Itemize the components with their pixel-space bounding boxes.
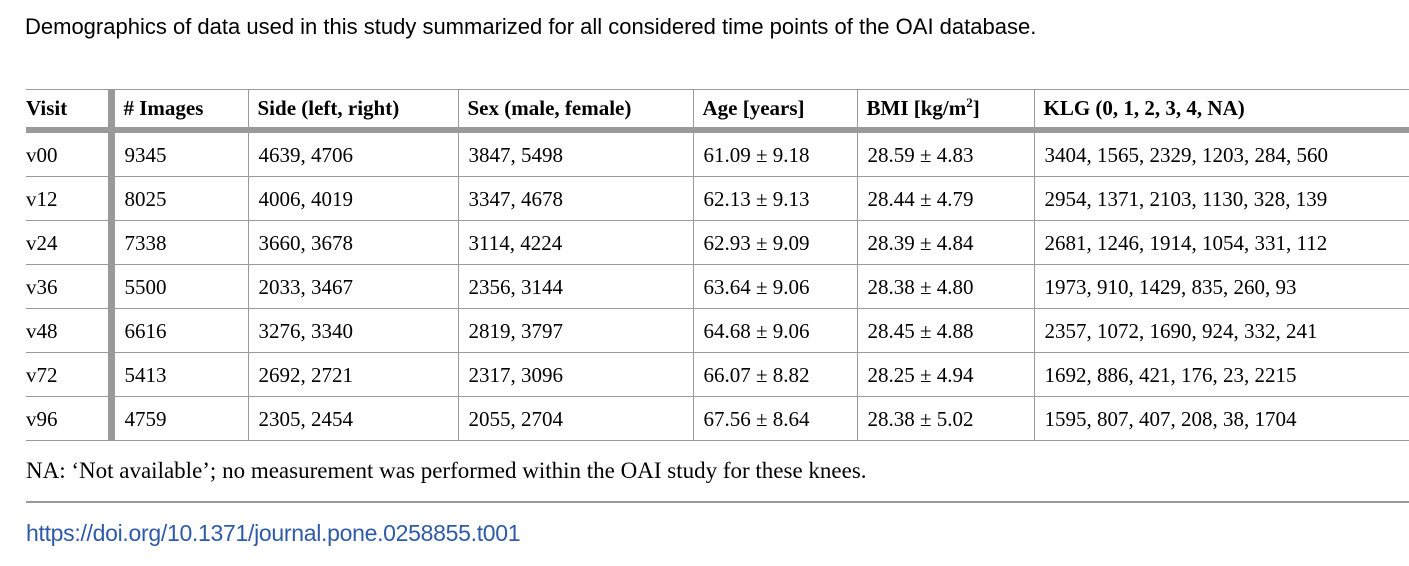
table-row: v72 5413 2692, 2721 2317, 3096 66.07 ± 8.82 2… — [26, 352, 1409, 397]
cell-age: 62.93 ± 9.09 — [693, 220, 858, 265]
cell-sex: 2055, 2704 — [458, 396, 694, 441]
cell-age: 67.56 ± 8.64 — [693, 396, 858, 441]
cell-side: 4639, 4706 — [248, 130, 459, 177]
cell-side: 3660, 3678 — [248, 220, 459, 265]
cell-sex: 3114, 4224 — [458, 220, 694, 265]
cell-visit: v00 — [26, 130, 115, 177]
cell-age: 64.68 ± 9.06 — [693, 308, 858, 353]
cell-sex: 2317, 3096 — [458, 352, 694, 397]
cell-visit: v24 — [26, 220, 115, 265]
cell-age: 62.13 ± 9.13 — [693, 176, 858, 221]
header-age: Age [years] — [693, 89, 858, 133]
demographics-table-container: Visit # Images Side (left, right) Sex (m… — [26, 89, 1409, 441]
cell-bmi: 28.59 ± 4.83 — [857, 130, 1035, 177]
doi-link[interactable]: https://doi.org/10.1371/journal.pone.025… — [26, 520, 521, 546]
table-caption: Demographics of data used in this study … — [25, 14, 1037, 39]
cell-visit: v72 — [26, 352, 115, 397]
cell-klg: 2681, 1246, 1914, 1054, 331, 112 — [1034, 220, 1409, 265]
header-visit: Visit — [26, 89, 115, 133]
cell-bmi: 28.38 ± 5.02 — [857, 396, 1035, 441]
cell-images: 4759 — [111, 396, 249, 441]
demographics-table: Visit # Images Side (left, right) Sex (m… — [26, 89, 1409, 441]
cell-klg: 3404, 1565, 2329, 1203, 284, 560 — [1034, 130, 1409, 177]
cell-visit: v96 — [26, 396, 115, 441]
table-row: v24 7338 3660, 3678 3114, 4224 62.93 ± 9.09 2… — [26, 220, 1409, 265]
cell-side: 2033, 3467 — [248, 264, 459, 309]
table-footnote: NA: ‘Not available’; no measurement was … — [26, 458, 867, 483]
cell-age: 63.64 ± 9.06 — [693, 264, 858, 309]
header-bmi-suffix: ] — [972, 96, 980, 120]
cell-klg: 2357, 1072, 1690, 924, 332, 241 — [1034, 308, 1409, 353]
cell-images: 8025 — [111, 176, 249, 221]
table-row: v12 8025 4006, 4019 3347, 4678 62.13 ± 9.13 2… — [26, 176, 1409, 221]
cell-klg: 1973, 910, 1429, 835, 260, 93 — [1034, 264, 1409, 309]
cell-sex: 2356, 3144 — [458, 264, 694, 309]
cell-bmi: 28.44 ± 4.79 — [857, 176, 1035, 221]
cell-visit: v36 — [26, 264, 115, 309]
cell-sex: 2819, 3797 — [458, 308, 694, 353]
cell-bmi: 28.45 ± 4.88 — [857, 308, 1035, 353]
table-row: v00 9345 4639, 4706 3847, 5498 61.09 ± 9.18 2… — [26, 130, 1409, 177]
cell-bmi: 28.39 ± 4.84 — [857, 220, 1035, 265]
cell-age: 61.09 ± 9.18 — [693, 130, 858, 177]
header-klg: KLG (0, 1, 2, 3, 4, NA) — [1034, 89, 1409, 133]
cell-bmi: 28.38 ± 4.80 — [857, 264, 1035, 309]
cell-age: 66.07 ± 8.82 — [693, 352, 858, 397]
header-bmi: BMI [kg/m2] — [857, 89, 1035, 133]
table-row: v96 4759 2305, 2454 2055, 2704 67.56 ± 8.64 2… — [26, 396, 1409, 441]
header-row: Visit # Images Side (left, right) Sex (m… — [26, 89, 1409, 133]
table-row: v36 5500 2033, 3467 2356, 3144 63.64 ± 9.06 2… — [26, 264, 1409, 309]
cell-side: 2692, 2721 — [248, 352, 459, 397]
cell-sex: 3347, 4678 — [458, 176, 694, 221]
table-body: v00 9345 4639, 4706 3847, 5498 61.09 ± 9.18 2… — [26, 130, 1409, 441]
cell-side: 3276, 3340 — [248, 308, 459, 353]
cell-bmi: 28.25 ± 4.94 — [857, 352, 1035, 397]
cell-side: 4006, 4019 — [248, 176, 459, 221]
header-sex: Sex (male, female) — [458, 89, 694, 133]
cell-images: 5500 — [111, 264, 249, 309]
header-bmi-superscript: 2 — [966, 95, 973, 110]
cell-images: 7338 — [111, 220, 249, 265]
footnote-divider — [26, 501, 1409, 503]
cell-images: 9345 — [111, 130, 249, 177]
cell-visit: v12 — [26, 176, 115, 221]
header-bmi-prefix: BMI [kg/m — [866, 96, 967, 120]
header-images: # Images — [111, 89, 249, 133]
cell-images: 5413 — [111, 352, 249, 397]
cell-sex: 3847, 5498 — [458, 130, 694, 177]
cell-visit: v48 — [26, 308, 115, 353]
cell-klg: 2954, 1371, 2103, 1130, 328, 139 — [1034, 176, 1409, 221]
table-row: v48 6616 3276, 3340 2819, 3797 64.68 ± 9.06 2… — [26, 308, 1409, 353]
cell-klg: 1692, 886, 421, 176, 23, 2215 — [1034, 352, 1409, 397]
header-side: Side (left, right) — [248, 89, 459, 133]
cell-side: 2305, 2454 — [248, 396, 459, 441]
cell-klg: 1595, 807, 407, 208, 38, 1704 — [1034, 396, 1409, 441]
cell-images: 6616 — [111, 308, 249, 353]
table-header: Visit # Images Side (left, right) Sex (m… — [26, 89, 1409, 133]
